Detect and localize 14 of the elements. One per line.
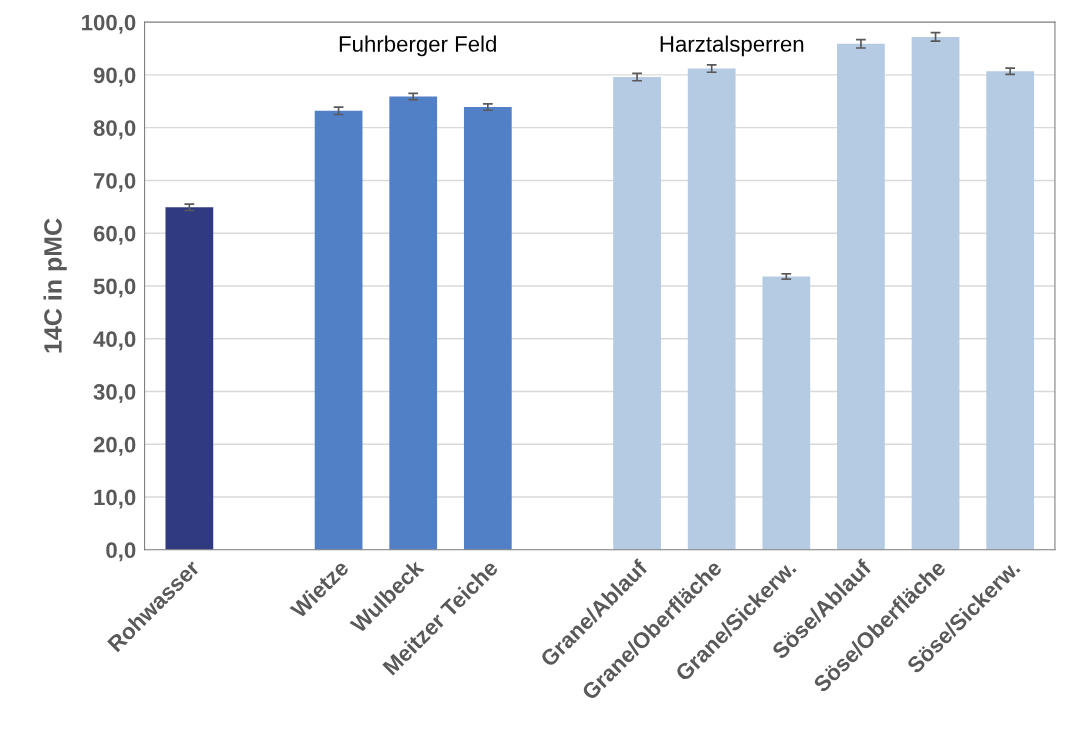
annotation: Fuhrberger Feld	[339, 35, 496, 57]
y-axis-title: 14C in pMC	[43, 218, 67, 353]
y-tick-label: 80,0	[93, 120, 136, 140]
y-tick-label: 30,0	[93, 384, 136, 403]
y-tick-label: 40,0	[93, 331, 136, 351]
y-tick-label: 100,0	[82, 14, 136, 34]
y-tick-label: 20,0	[93, 436, 136, 456]
annotation: Harztalsperren	[660, 35, 804, 57]
y-tick-label: 0,0	[106, 542, 136, 562]
y-tick-label: 10,0	[94, 489, 136, 509]
y-tick-label: 50,0	[93, 278, 136, 298]
y-tick-label: 60,0	[93, 225, 136, 245]
y-tick-label: 70,0	[93, 172, 136, 192]
y-tick-label: 90,0	[93, 67, 136, 87]
